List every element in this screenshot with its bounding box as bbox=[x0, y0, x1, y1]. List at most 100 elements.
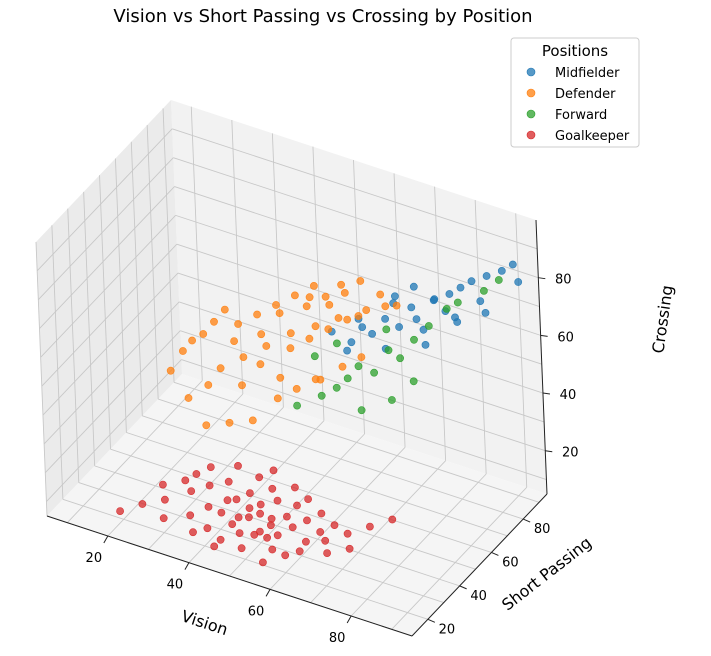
scatter-point bbox=[232, 495, 241, 504]
grid-line-z-left bbox=[37, 157, 174, 300]
z-axis-line bbox=[535, 219, 548, 495]
scatter-point bbox=[301, 537, 310, 546]
grid-line-z-back bbox=[174, 186, 540, 307]
scatter-point bbox=[311, 322, 320, 331]
scatter-point bbox=[343, 346, 351, 355]
scatter-point bbox=[387, 396, 396, 404]
grid-line-x-floor bbox=[310, 460, 446, 603]
legend-marker bbox=[526, 109, 536, 119]
scatter-point bbox=[347, 338, 356, 347]
scatter-point bbox=[321, 536, 330, 545]
scatter-point bbox=[160, 495, 169, 504]
scatter-point bbox=[514, 278, 523, 286]
scatter-point bbox=[407, 303, 416, 312]
scatter-point bbox=[234, 513, 243, 522]
scatter-point bbox=[412, 315, 421, 323]
scatter-point bbox=[293, 501, 301, 510]
scatter-point bbox=[323, 549, 331, 557]
scatter-point bbox=[419, 325, 428, 334]
scatter-point bbox=[390, 292, 399, 301]
scatter-point bbox=[292, 384, 301, 393]
grid-line-z-back bbox=[177, 272, 544, 394]
scatter-point bbox=[508, 260, 517, 269]
scatter-point bbox=[273, 496, 282, 505]
scatter-point bbox=[258, 558, 267, 567]
scatter-point bbox=[216, 535, 225, 544]
scatter-point bbox=[467, 277, 476, 286]
z-tick-label: 80 bbox=[555, 273, 572, 288]
z-tick-mark bbox=[538, 277, 546, 280]
y-tick-mark bbox=[522, 518, 531, 523]
scatter-point bbox=[210, 317, 218, 326]
scatter-point bbox=[424, 322, 433, 330]
scatter-point bbox=[381, 302, 390, 311]
scatter-point bbox=[309, 281, 318, 290]
legend-box bbox=[510, 37, 640, 148]
y-tick-mark bbox=[491, 552, 499, 556]
scatter-point bbox=[210, 542, 219, 551]
legend-label: Midfielder bbox=[555, 66, 620, 81]
scatter-point bbox=[256, 500, 265, 509]
grid-line-y-floor bbox=[126, 432, 492, 553]
scatter-point bbox=[388, 515, 397, 524]
grid-line-y-floor bbox=[94, 465, 460, 587]
grid-line-x-back bbox=[434, 186, 447, 461]
legend-label: Defender bbox=[555, 87, 616, 102]
z-tick-mark bbox=[542, 392, 551, 395]
scatter-point bbox=[382, 325, 391, 334]
scatter-point bbox=[253, 310, 261, 319]
scatter-point bbox=[295, 547, 304, 556]
scatter-point bbox=[317, 509, 326, 518]
y-tick-label: 80 bbox=[534, 522, 551, 537]
scatter-point bbox=[282, 512, 291, 521]
scatter-point bbox=[263, 533, 271, 542]
axes-panes bbox=[36, 100, 547, 636]
scatter-point bbox=[445, 290, 454, 298]
grid-line-x-back bbox=[271, 133, 284, 408]
scatter-point bbox=[358, 323, 367, 331]
grid-line-x-floor bbox=[391, 487, 528, 630]
scatter-point bbox=[325, 300, 334, 309]
scatter-point bbox=[286, 329, 295, 338]
scatter-points bbox=[116, 260, 523, 567]
scatter-point bbox=[290, 291, 299, 300]
scatter-point bbox=[288, 523, 297, 532]
legend-items: Midfielder Defender Forward Goalkeeper bbox=[526, 66, 630, 144]
grid-line-x-back bbox=[474, 199, 487, 475]
scatter-point bbox=[184, 394, 193, 402]
x-tick-label: 20 bbox=[86, 551, 103, 566]
legend-label: Forward bbox=[555, 108, 607, 123]
x-tick-label: 80 bbox=[329, 631, 346, 646]
grid-line-x-back bbox=[312, 146, 325, 421]
z-tick-mark bbox=[545, 450, 553, 453]
x-tick-mark bbox=[346, 615, 352, 624]
scatter-point bbox=[334, 314, 343, 322]
series-forward bbox=[293, 276, 503, 415]
scatter-point bbox=[256, 509, 264, 518]
scatter-point bbox=[238, 381, 246, 390]
grid-line-y-left bbox=[99, 175, 111, 450]
series-midfielder bbox=[327, 260, 523, 355]
scatter-point bbox=[216, 364, 225, 373]
scatter-point bbox=[392, 301, 401, 310]
scatter-point bbox=[206, 463, 215, 471]
grid-line-z-left bbox=[39, 186, 175, 329]
scatter-point bbox=[230, 337, 238, 345]
scatter-point bbox=[365, 522, 374, 531]
scatter-point bbox=[234, 320, 242, 328]
grid-line-y-left bbox=[130, 141, 143, 416]
legend-marker bbox=[526, 130, 536, 140]
scatter-point bbox=[276, 373, 285, 382]
scatter-point bbox=[205, 481, 214, 490]
scatter-point bbox=[338, 362, 347, 371]
scatter-point bbox=[481, 308, 490, 317]
scatter-point bbox=[138, 500, 147, 508]
scatter-point bbox=[384, 346, 393, 355]
scatter-point bbox=[273, 531, 282, 540]
scatter-point bbox=[376, 290, 385, 299]
z-tick-label: 60 bbox=[557, 330, 574, 345]
legend-marker bbox=[526, 67, 536, 77]
scatter-point bbox=[178, 347, 187, 355]
x-tick-label: 40 bbox=[167, 578, 184, 593]
scatter-point bbox=[429, 296, 438, 305]
